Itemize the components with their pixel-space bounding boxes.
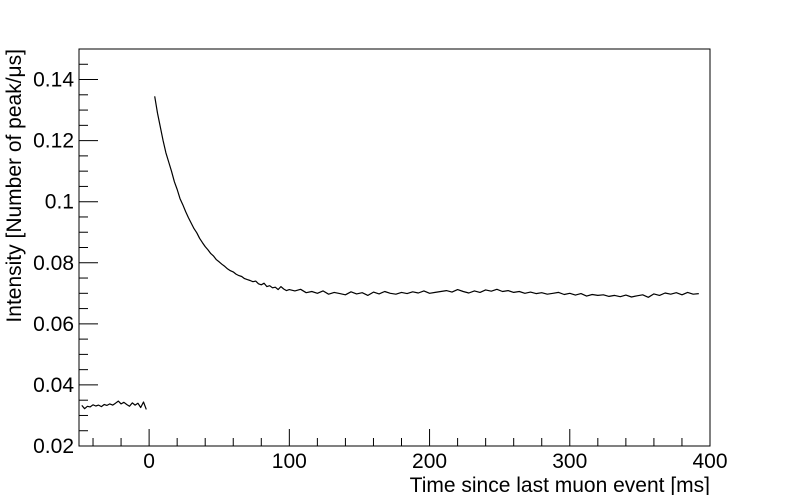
- x-tick-label: 200: [412, 450, 447, 473]
- y-tick-label: 0.14: [33, 69, 74, 92]
- y-tick-label: 0.12: [33, 130, 74, 153]
- minor-ticks: [79, 48, 683, 446]
- y-tick-label: 0.08: [33, 252, 74, 275]
- y-tick-label: 0.06: [33, 313, 74, 336]
- plot-frame: [78, 48, 711, 447]
- y-tick-label: 0.1: [45, 191, 74, 214]
- x-axis-title: Time since last muon event [ms]: [410, 474, 710, 495]
- series-line-1: [81, 400, 147, 410]
- x-tick-label: 100: [272, 450, 307, 473]
- x-tick-label: 400: [692, 450, 727, 473]
- y-tick-label: 0.02: [33, 435, 74, 458]
- series-group: [81, 96, 699, 410]
- x-tick-label: 0: [143, 450, 155, 473]
- ticks: 0 100 200 300 400 0.02 0.04 0.06 0.08 0.1 0.12 0.14: [33, 69, 727, 473]
- y-axis-title: Intensity [Number of peak/μs]: [3, 49, 26, 323]
- series-line-2: [154, 96, 699, 298]
- y-tick-label: 0.04: [33, 374, 74, 397]
- x-tick-label: 300: [552, 450, 587, 473]
